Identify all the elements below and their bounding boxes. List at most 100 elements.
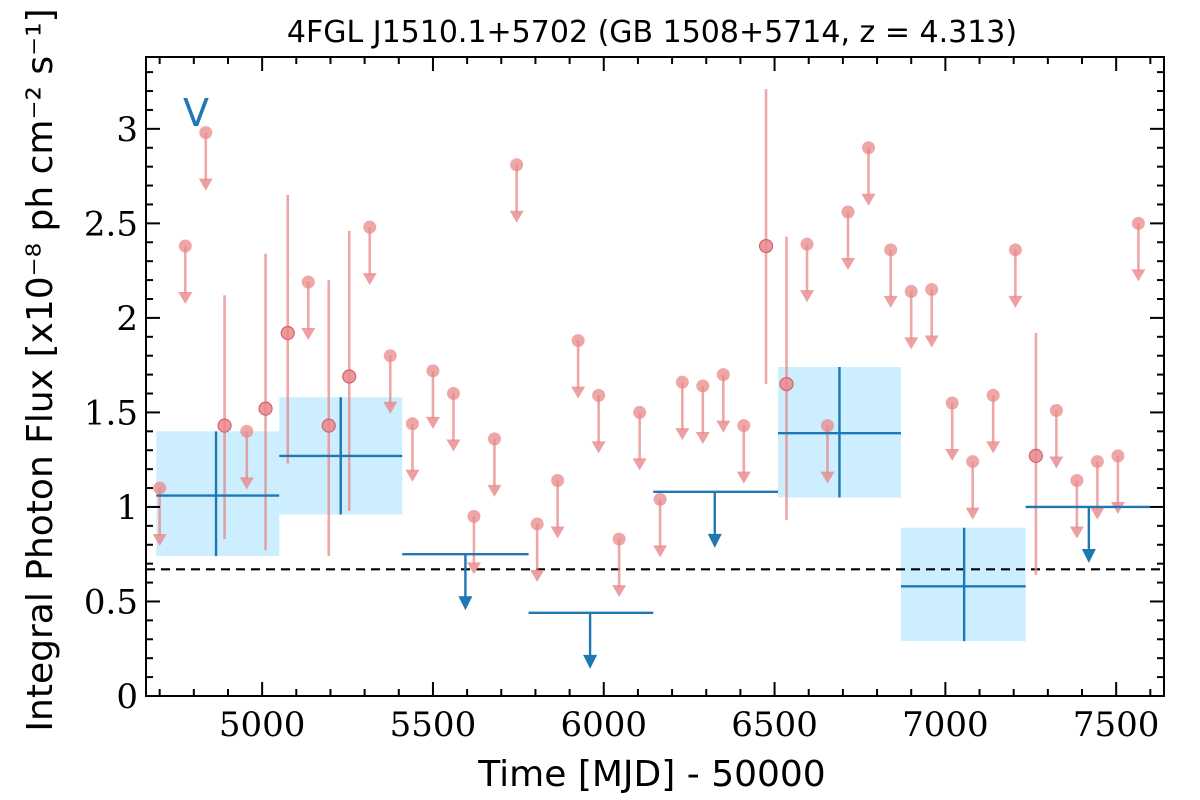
short-bin-limit-point bbox=[801, 238, 814, 251]
short-bin-limit-point bbox=[531, 517, 544, 530]
short-bin-limit-arrow bbox=[199, 179, 213, 191]
short-bin-point bbox=[780, 378, 793, 391]
short-bin-points bbox=[153, 89, 1146, 597]
short-bin-limit-point bbox=[363, 221, 376, 234]
y-tick-label: 1 bbox=[116, 488, 138, 528]
short-bin-limit-point bbox=[1050, 404, 1063, 417]
short-bin-point bbox=[1029, 449, 1042, 462]
short-bin-limit-point bbox=[1009, 243, 1022, 256]
short-bin-point bbox=[322, 419, 335, 432]
short-bin-limit-arrow bbox=[1131, 269, 1145, 281]
short-bin-limit-arrow bbox=[592, 441, 606, 453]
long-bin-box bbox=[156, 431, 279, 556]
x-tick-label: 5000 bbox=[219, 705, 306, 745]
short-bin-point bbox=[343, 370, 356, 383]
short-bin-limit-arrow bbox=[716, 421, 730, 433]
short-bin-limit-point bbox=[1070, 474, 1083, 487]
short-bin-limit-point bbox=[862, 141, 875, 154]
short-bin-limit-arrow bbox=[426, 417, 440, 429]
short-bin-limit-point bbox=[987, 389, 1000, 402]
short-bin-limit-arrow bbox=[737, 472, 751, 484]
short-bin-limit-point bbox=[447, 387, 460, 400]
x-axis-title: Time [MJD] - 50000 bbox=[477, 754, 825, 795]
y-tick-label: 2 bbox=[116, 299, 138, 339]
short-bin-point bbox=[218, 419, 231, 432]
short-bin-limit-point bbox=[572, 334, 585, 347]
long-bin-limit-arrow bbox=[458, 596, 472, 610]
short-bin-limit-point bbox=[737, 419, 750, 432]
short-bin-limit-arrow bbox=[1070, 526, 1084, 538]
short-bin-limit-point bbox=[406, 417, 419, 430]
y-tick-label: 0 bbox=[116, 677, 138, 717]
short-bin-limit-point bbox=[551, 474, 564, 487]
y-axis-title: Integral Photon Flux [x10⁻⁸ ph cm⁻² s⁻¹] bbox=[20, 8, 61, 731]
short-bin-limit-point bbox=[592, 389, 605, 402]
y-tick-label: 3 bbox=[116, 110, 138, 150]
short-bin-limit-arrow bbox=[696, 432, 710, 444]
short-bin-limit-point bbox=[946, 396, 959, 409]
short-bin-limit-point bbox=[240, 425, 253, 438]
short-bin-limit-arrow bbox=[612, 585, 626, 597]
short-bin-limit-arrow bbox=[841, 258, 855, 270]
short-bin-limit-point bbox=[613, 533, 626, 546]
short-bin-limit-arrow bbox=[446, 440, 460, 452]
short-bin-limit-arrow bbox=[405, 470, 419, 482]
x-tick-label: 6500 bbox=[731, 705, 818, 745]
x-tick-label: 5500 bbox=[390, 705, 477, 745]
long-bin-limit-arrow bbox=[708, 534, 722, 548]
short-bin-limit-point bbox=[488, 432, 501, 445]
short-bin-limit-point bbox=[1111, 449, 1124, 462]
short-bin-limit-arrow bbox=[487, 485, 501, 497]
panel-label: V bbox=[183, 91, 209, 135]
short-bin-limit-arrow bbox=[363, 273, 377, 285]
long-bin-limit-arrow bbox=[583, 655, 597, 669]
y-tick-label: 1.5 bbox=[84, 393, 138, 433]
short-bin-point bbox=[281, 327, 294, 340]
short-bin-limit-arrow bbox=[986, 441, 1000, 453]
short-bin-limit-arrow bbox=[925, 336, 939, 348]
short-bin-limit-point bbox=[821, 419, 834, 432]
short-bin-limit-arrow bbox=[551, 526, 565, 538]
short-bin-limit-point bbox=[1091, 455, 1104, 468]
short-bin-limit-point bbox=[842, 206, 855, 219]
short-bin-limit-arrow bbox=[1008, 296, 1022, 308]
short-bin-point bbox=[760, 240, 773, 253]
short-bin-limit-point bbox=[153, 482, 166, 495]
short-bin-limit-arrow bbox=[862, 194, 876, 206]
short-bin-limit-arrow bbox=[571, 387, 585, 399]
short-bin-limit-point bbox=[884, 243, 897, 256]
short-bin-limit-arrow bbox=[675, 428, 689, 440]
short-bin-limit-point bbox=[654, 493, 667, 506]
short-bin-limit-arrow bbox=[530, 570, 544, 582]
short-bin-limit-point bbox=[925, 283, 938, 296]
short-bin-limit-point bbox=[426, 364, 439, 377]
x-tick-label: 7500 bbox=[1073, 705, 1160, 745]
short-bin-limit-arrow bbox=[633, 458, 647, 470]
short-bin-limit-point bbox=[467, 510, 480, 523]
short-bin-limit-point bbox=[633, 406, 646, 419]
short-bin-limit-point bbox=[384, 349, 397, 362]
short-bin-limit-arrow bbox=[510, 211, 524, 223]
short-bin-limit-arrow bbox=[966, 508, 980, 520]
short-bin-limit-arrow bbox=[1049, 457, 1063, 469]
long-bin-limit-arrow bbox=[1082, 549, 1096, 563]
chart-title: 4FGL J1510.1+5702 (GB 1508+5714, z = 4.3… bbox=[287, 15, 1017, 50]
x-tick-label: 6000 bbox=[560, 705, 647, 745]
light-curve-chart: 5000 5500 6000 6500 7000 750000.511.522.53 V … bbox=[0, 0, 1200, 800]
x-tick-label: 7000 bbox=[902, 705, 989, 745]
short-bin-limit-arrow bbox=[904, 337, 918, 349]
short-bin-limit-point bbox=[179, 240, 192, 253]
short-bin-limit-point bbox=[302, 275, 315, 288]
short-bin-limit-point bbox=[510, 158, 523, 171]
short-bin-limit-point bbox=[676, 376, 689, 389]
short-bin-limit-arrow bbox=[800, 290, 814, 302]
short-bin-limit-point bbox=[717, 368, 730, 381]
axis-ticks: 5000 5500 6000 6500 7000 7500 0 0.5 1 1.5 2 2.5 3 bbox=[84, 57, 1164, 745]
y-tick-label: 0.5 bbox=[84, 582, 138, 622]
short-bin-limit-point bbox=[696, 379, 709, 392]
short-bin-limit-arrow bbox=[1090, 508, 1104, 520]
short-bin-limit-point bbox=[905, 285, 918, 298]
short-bin-limit-arrow bbox=[301, 328, 315, 340]
short-bin-limit-arrow bbox=[178, 292, 192, 304]
short-bin-point bbox=[259, 402, 272, 415]
